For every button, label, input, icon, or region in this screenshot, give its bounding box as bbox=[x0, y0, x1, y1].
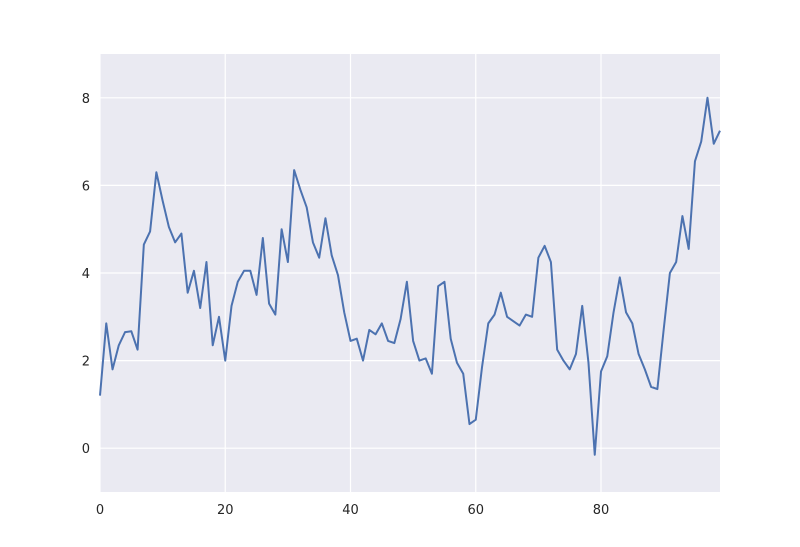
x-tick-label: 60 bbox=[467, 503, 484, 518]
tick-labels: 0 20 40 60 80 0 2 4 6 8 bbox=[82, 92, 610, 518]
y-tick-label: 2 bbox=[82, 355, 90, 370]
grid-lines bbox=[99, 54, 720, 492]
x-tick-label: 40 bbox=[342, 503, 359, 518]
series-line bbox=[99, 96, 721, 456]
x-tick-label: 20 bbox=[217, 503, 234, 518]
y-tick-label: 6 bbox=[82, 179, 90, 194]
y-tick-label: 8 bbox=[82, 92, 90, 107]
x-tick-label: 0 bbox=[96, 503, 104, 518]
y-tick-label: 4 bbox=[82, 267, 90, 282]
y-tick-label: 0 bbox=[82, 442, 90, 457]
x-tick-label: 80 bbox=[593, 503, 610, 518]
